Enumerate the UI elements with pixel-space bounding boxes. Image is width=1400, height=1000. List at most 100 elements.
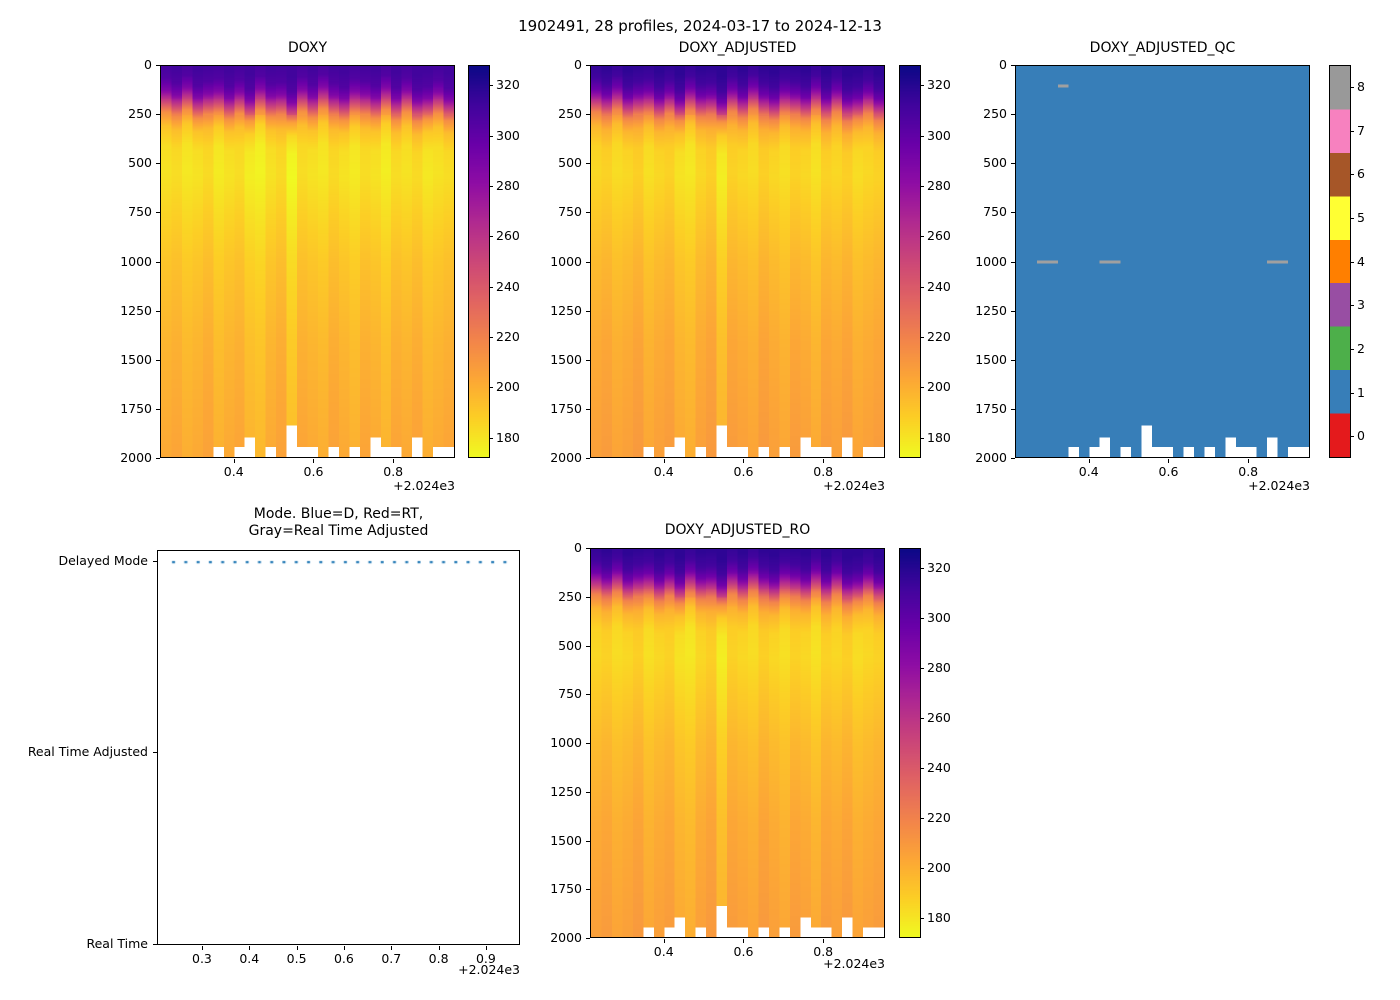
doxy-adjusted-colorbar-tick-label: 220 — [927, 329, 951, 345]
doxy-colorbar-tick-label: 200 — [496, 379, 520, 395]
doxy-y-tick-label: 250 — [128, 106, 152, 122]
doxy-adjusted-qc-colorbar-tick-mark — [1351, 305, 1354, 307]
doxy-adjusted-ro-x-tick-label: 0.6 — [733, 944, 754, 959]
doxy-adjusted-y-tick-mark — [586, 408, 590, 410]
doxy-adjusted-x-tick-mark — [823, 459, 825, 463]
doxy-y-tick-mark — [156, 212, 160, 214]
doxy-adjusted-qc-y-tick-label: 750 — [983, 204, 1007, 220]
doxy-adjusted-qc-heatmap — [1016, 66, 1309, 457]
doxy-adjusted-ro-colorbar-tick-label: 280 — [927, 660, 951, 675]
mode-y-tick-mark — [153, 943, 157, 945]
doxy-y-tick-label: 1000 — [120, 253, 152, 269]
doxy-colorbar-tick-mark — [490, 85, 493, 87]
doxy-adjusted-qc-x-tick-mark — [1168, 459, 1170, 463]
doxy-adjusted-qc-y-tick-label: 2000 — [975, 450, 1007, 465]
doxy-colorbar-tick-label: 260 — [496, 228, 520, 244]
doxy-adjusted-ro-title: DOXY_ADJUSTED_RO — [664, 522, 811, 538]
doxy-adjusted-y-tick-mark — [586, 310, 590, 312]
mode-ylabel-real-time: Real Time — [86, 936, 148, 951]
mode-x-tick-label: 0.4 — [239, 951, 260, 966]
mode-x-tick-label: 0.8 — [428, 951, 449, 966]
mode-title: Mode. Blue=D, Red=RT, Gray=Real Time Adj… — [248, 506, 429, 539]
doxy-adjusted-ro-colorbar-tick-mark — [921, 868, 924, 869]
doxy-y-tick-mark — [156, 163, 160, 165]
doxy-adjusted-colorbar-tick-mark — [921, 286, 924, 288]
doxy-adjusted-ro-colorbar-tick-mark — [921, 568, 924, 569]
doxy-adjusted-qc-colorbar-tick-mark — [1351, 130, 1354, 132]
doxy-colorbar-tick-mark — [490, 135, 493, 137]
doxy-colorbar-gradient — [469, 66, 489, 457]
doxy-adjusted-colorbar — [899, 65, 921, 458]
doxy-adjusted-ro-y-tick-mark — [586, 743, 590, 744]
doxy-adjusted-qc-y-tick-label: 1500 — [975, 351, 1007, 367]
doxy-adjusted-ro-y-tick-mark — [586, 840, 590, 842]
doxy-adjusted-qc-x-tick-mark — [1088, 459, 1090, 463]
doxy-adjusted-qc-y-tick-label: 1750 — [975, 400, 1007, 416]
doxy-adjusted-qc-y-tick-mark — [1011, 114, 1015, 116]
doxy-y-tick-label: 0 — [144, 57, 152, 72]
doxy-adjusted-ro-colorbar-tick-mark — [921, 818, 924, 819]
doxy-colorbar-tick-label: 320 — [496, 77, 520, 93]
doxy-y-tick-label: 1250 — [120, 302, 152, 318]
doxy-adjusted-qc-colorbar-tick-label: 0 — [1357, 428, 1365, 444]
doxy-adjusted-ro-x-offset-text: +2.024e3 — [823, 956, 885, 971]
doxy-adjusted-ro-colorbar-tick-label: 240 — [927, 760, 951, 775]
doxy-adjusted-qc-y-tick-mark — [1011, 310, 1015, 312]
doxy-colorbar-tick-mark — [490, 286, 493, 288]
doxy-adjusted-y-tick-label: 2000 — [550, 450, 582, 465]
doxy-adjusted-colorbar-tick-label: 280 — [927, 177, 951, 193]
doxy-adjusted-colorbar-tick-mark — [921, 135, 924, 137]
doxy-adjusted-x-tick-mark — [663, 459, 665, 463]
doxy-adjusted-qc-y-tick-label: 1000 — [975, 253, 1007, 269]
doxy-adjusted-ro-x-tick-label: 0.8 — [813, 944, 834, 959]
doxy-x-tick-mark — [313, 459, 315, 463]
doxy-adjusted-y-tick-label: 500 — [558, 155, 582, 171]
doxy-adjusted-ro-y-tick-mark — [586, 596, 590, 598]
doxy-adjusted-qc-colorbar-segments — [1330, 66, 1350, 457]
doxy-adjusted-ro-colorbar-tick-label: 220 — [927, 810, 951, 825]
doxy-colorbar-tick-label: 220 — [496, 329, 520, 345]
mode-ylabel-real-time-adjusted: Real Time Adjusted — [27, 744, 148, 759]
doxy-y-tick-label: 1500 — [120, 351, 152, 367]
doxy-adjusted-ro-y-tick-label: 750 — [558, 686, 582, 702]
doxy-adjusted-qc-colorbar-tick-label: 7 — [1357, 122, 1365, 138]
doxy-adjusted-colorbar-tick-label: 260 — [927, 228, 951, 244]
mode-x-tick-mark — [249, 946, 251, 950]
doxy-adjusted-qc-colorbar-tick-mark — [1351, 392, 1354, 394]
doxy-y-tick-mark — [156, 408, 160, 410]
doxy-colorbar-tick-mark — [490, 387, 493, 389]
doxy-adjusted-colorbar-tick-mark — [921, 185, 924, 187]
doxy-adjusted-qc-colorbar-tick-label: 4 — [1357, 253, 1365, 269]
doxy-adjusted-qc-colorbar-tick-mark — [1351, 86, 1354, 88]
doxy-adjusted-ro-y-tick-mark — [586, 791, 590, 793]
doxy-adjusted-ro-colorbar-tick-mark — [921, 718, 924, 719]
doxy-adjusted-colorbar-tick-label: 300 — [927, 127, 951, 143]
doxy-y-tick-mark — [156, 261, 160, 263]
doxy-adjusted-colorbar-tick-mark — [921, 337, 924, 339]
mode-x-tick-mark — [296, 946, 298, 950]
doxy-adjusted-ro-y-tick-label: 1500 — [550, 832, 582, 848]
doxy-adjusted-ro-x-tick-label: 0.4 — [653, 944, 674, 959]
mode-x-tick-mark — [391, 946, 393, 950]
doxy-adjusted-ro-colorbar-tick-label: 260 — [927, 710, 951, 725]
doxy-adjusted-ro-colorbar-tick-mark — [921, 618, 924, 619]
doxy-adjusted-y-tick-label: 750 — [558, 204, 582, 220]
doxy-adjusted-x-offset-text: +2.024e3 — [823, 478, 885, 493]
doxy-adjusted-title: DOXY_ADJUSTED — [678, 40, 797, 56]
doxy-adjusted-qc-x-tick-mark — [1248, 459, 1250, 463]
doxy-adjusted-heatmap — [591, 66, 884, 457]
doxy-adjusted-qc-plot-area — [1015, 65, 1310, 458]
doxy-adjusted-ro-y-tick-mark — [586, 938, 590, 939]
doxy-y-tick-label: 750 — [128, 204, 152, 220]
doxy-colorbar-tick-label: 240 — [496, 278, 520, 294]
doxy-x-tick-mark — [393, 459, 395, 463]
doxy-adjusted-plot-area — [590, 65, 885, 458]
doxy-adjusted-qc-y-tick-label: 1250 — [975, 302, 1007, 318]
doxy-adjusted-x-tick-label: 0.6 — [733, 464, 754, 479]
doxy-adjusted-ro-y-tick-label: 1000 — [550, 735, 582, 750]
mode-x-offset-text: +2.024e3 — [458, 962, 520, 977]
doxy-adjusted-qc-colorbar-tick-label: 3 — [1357, 297, 1365, 313]
mode-x-tick-mark — [438, 946, 440, 950]
doxy-adjusted-colorbar-tick-mark — [921, 236, 924, 238]
mode-x-tick-label: 0.6 — [333, 951, 354, 966]
